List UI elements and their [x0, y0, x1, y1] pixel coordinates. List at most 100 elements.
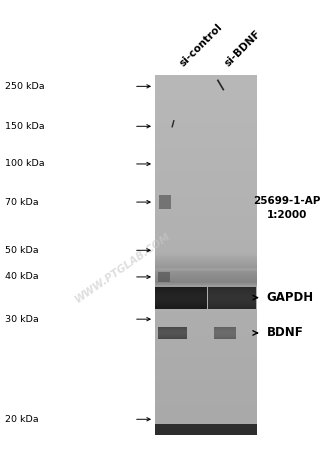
Bar	[155, 264, 257, 267]
Bar	[155, 279, 257, 282]
Bar	[155, 195, 257, 198]
Bar	[155, 234, 257, 237]
Bar	[155, 354, 257, 357]
Bar	[155, 246, 257, 249]
Bar	[208, 298, 256, 299]
Bar	[158, 337, 187, 338]
Bar	[155, 369, 257, 372]
Bar	[155, 348, 257, 351]
Bar	[155, 204, 257, 207]
Bar	[155, 306, 257, 309]
Text: 50 kDa: 50 kDa	[5, 246, 38, 255]
Bar	[155, 304, 207, 305]
Bar	[208, 306, 256, 307]
Text: 70 kDa: 70 kDa	[5, 198, 38, 207]
Bar	[155, 297, 207, 298]
Bar	[155, 249, 257, 252]
Bar	[155, 135, 257, 138]
Bar	[155, 210, 257, 213]
Text: 250 kDa: 250 kDa	[5, 82, 44, 91]
Bar	[155, 180, 257, 183]
Bar	[155, 396, 257, 399]
Bar	[158, 335, 187, 336]
Text: WWW.PTGLAB.COM: WWW.PTGLAB.COM	[73, 231, 172, 304]
Bar	[155, 285, 257, 288]
Bar	[155, 264, 257, 267]
Bar	[155, 375, 257, 378]
Bar	[155, 84, 257, 87]
Text: 25699-1-AP
1:2000: 25699-1-AP 1:2000	[253, 196, 321, 220]
Bar	[155, 294, 207, 295]
Bar	[214, 329, 236, 330]
Bar	[155, 390, 257, 393]
Bar	[208, 303, 256, 304]
Bar	[158, 333, 187, 334]
Bar	[155, 357, 257, 360]
Bar	[155, 393, 257, 396]
Bar	[155, 132, 257, 135]
Bar	[155, 312, 257, 315]
Bar	[155, 192, 257, 195]
Bar	[155, 402, 257, 405]
Bar	[159, 195, 171, 209]
Bar	[155, 399, 257, 402]
Bar	[155, 260, 257, 263]
Bar	[214, 331, 236, 332]
Bar	[155, 293, 207, 294]
Bar	[155, 270, 257, 273]
Bar	[155, 333, 257, 336]
Bar	[158, 331, 187, 332]
Bar	[155, 275, 257, 278]
Bar	[155, 114, 257, 117]
Bar	[158, 329, 187, 330]
Bar	[155, 318, 257, 321]
Bar	[155, 287, 207, 288]
Bar	[155, 268, 257, 272]
Bar	[208, 287, 256, 288]
Bar	[155, 360, 257, 363]
Bar	[155, 417, 257, 420]
Bar	[155, 263, 257, 266]
Text: 150 kDa: 150 kDa	[5, 122, 44, 131]
Bar	[155, 231, 257, 234]
Bar	[214, 333, 236, 334]
Bar	[155, 302, 207, 303]
Bar	[155, 299, 207, 300]
Bar	[155, 213, 257, 216]
Text: BDNF: BDNF	[266, 327, 303, 340]
Bar	[155, 171, 257, 174]
Bar	[155, 363, 257, 366]
Bar	[155, 303, 257, 306]
Bar	[155, 429, 257, 432]
Bar	[155, 153, 257, 156]
Bar	[208, 300, 256, 301]
Bar	[155, 258, 257, 261]
Bar	[155, 225, 257, 228]
Bar	[155, 267, 257, 270]
Bar	[155, 378, 257, 381]
Bar	[155, 274, 257, 277]
Bar	[214, 334, 236, 335]
Bar	[155, 105, 257, 108]
Bar	[155, 271, 257, 274]
Bar	[155, 278, 257, 281]
Bar	[155, 201, 257, 204]
Bar	[155, 381, 257, 384]
Bar	[155, 147, 257, 150]
Bar	[214, 337, 236, 338]
Bar	[155, 126, 257, 129]
Bar	[208, 288, 256, 289]
Bar	[159, 272, 170, 282]
Bar	[155, 198, 257, 201]
Bar	[155, 102, 257, 105]
Bar	[208, 292, 256, 293]
Bar	[155, 222, 257, 225]
Bar	[155, 90, 257, 93]
Bar	[214, 330, 236, 331]
Bar	[155, 301, 207, 302]
Bar	[155, 339, 257, 342]
Bar	[208, 301, 256, 302]
Bar	[155, 300, 257, 303]
Bar	[155, 330, 257, 333]
Text: si-BDNF: si-BDNF	[223, 28, 263, 68]
